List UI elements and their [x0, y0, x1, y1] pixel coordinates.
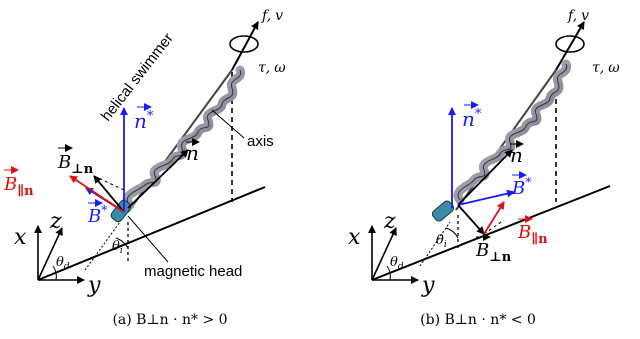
y-label: y [421, 273, 435, 298]
magnetic-head-leader [127, 215, 169, 263]
helix-body [453, 59, 572, 211]
swimmer-axis-top [555, 21, 585, 71]
b-par-n-label: B∥n [517, 222, 548, 247]
theta-d-label: θd [56, 255, 70, 272]
b-star-label: B* [511, 175, 531, 199]
z-label: z [49, 209, 62, 234]
panel-b: x y z θd θi f, v τ, ω n n* B* [348, 8, 620, 298]
n-star-label: n* [134, 109, 154, 133]
theta-i-arc [115, 237, 129, 249]
rotation-ellipse [555, 35, 585, 53]
caption-b: (b) B⊥n · n* < 0 [420, 312, 536, 328]
theta-i-label: θi [112, 239, 123, 256]
theta-i-label: θi [436, 233, 447, 250]
b-par-n-arrow [69, 175, 125, 213]
theta-d-arc [52, 265, 57, 281]
axis-leader [211, 109, 245, 139]
panel-a: x y z θd θi f, v τ, ω helical swimmer axis… [3, 8, 286, 298]
tau-omega-label: τ, ω [258, 60, 286, 76]
z-label: z [383, 209, 396, 234]
caption-a: (a) B⊥n · n* > 0 [112, 312, 228, 328]
b-perp-n-dashed [93, 175, 125, 191]
helix-body [122, 65, 246, 213]
b-perp-n-dashed [483, 219, 505, 235]
rotation-ellipse [229, 35, 259, 53]
x-label: x [348, 225, 361, 250]
axis-label: axis [247, 133, 274, 150]
n-label: n [510, 143, 523, 167]
b-star-arrow [457, 189, 515, 206]
f-v-label: f, v [567, 8, 589, 24]
z-axis-arrow [371, 227, 397, 281]
b-perp-n-label: B⊥n [57, 152, 94, 177]
x-label: x [14, 225, 27, 250]
ground-line [371, 185, 611, 281]
b-perp-n-arrow [93, 175, 125, 213]
y-label: y [87, 273, 101, 298]
n-arrow [127, 149, 189, 209]
z-axis-arrow [37, 227, 63, 281]
theta-d-arc [386, 265, 391, 281]
b-star-label: B* [87, 203, 107, 227]
f-v-label: f, v [261, 8, 283, 24]
b-perp-n-arrow [457, 204, 485, 235]
b-par-n-arrow [483, 201, 505, 235]
tau-omega-label: τ, ω [592, 60, 620, 76]
theta-i-arc [445, 227, 459, 239]
n-label: n [186, 141, 199, 165]
magnetic-head-label: magnetic head [144, 263, 242, 280]
theta-d-label: θd [390, 255, 404, 272]
n-arrow [457, 149, 513, 206]
b-perp-n-label: B⊥n [475, 240, 512, 265]
ground-line [37, 186, 266, 281]
dashed-axis-extension [84, 221, 121, 271]
dashed-axis-extension [419, 221, 451, 267]
b-par-n-label: B∥n [3, 174, 34, 199]
n-star-label: n* [462, 107, 482, 131]
swimmer-axis-top [231, 21, 259, 71]
